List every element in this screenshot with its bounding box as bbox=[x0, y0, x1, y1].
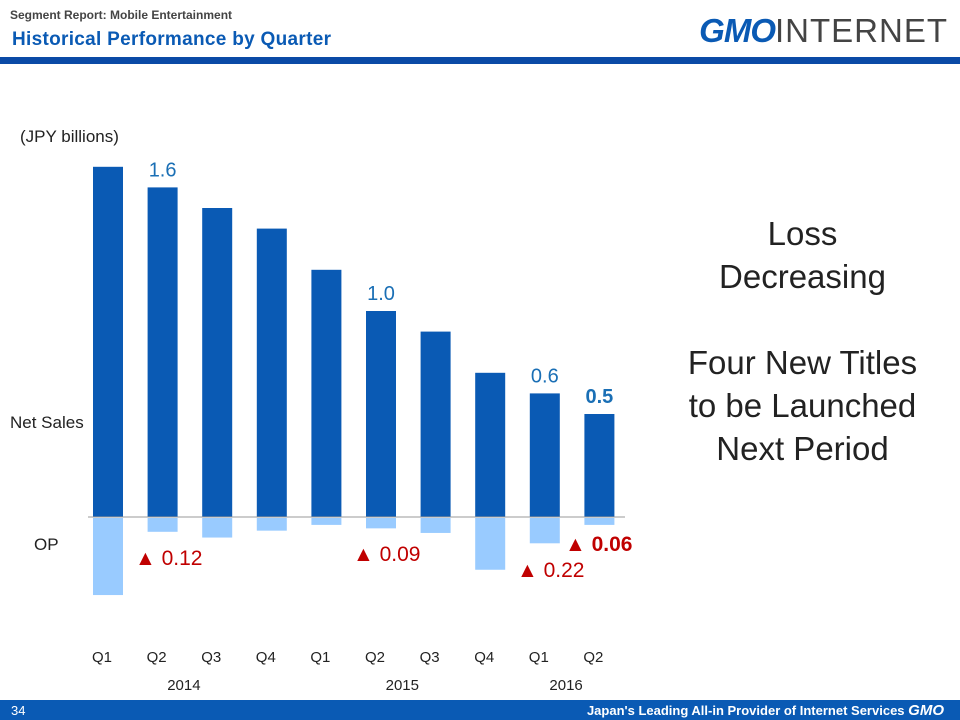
chart: (JPY billions) Net Sales OP Q1 1.6 ▲ 0.12 Q2 Q3… bbox=[10, 127, 633, 694]
message-loss: Loss Decreasing bbox=[719, 215, 886, 295]
message-new-titles: Four New Titles to be Launched Next Period bbox=[687, 344, 918, 467]
year-label: 2016 bbox=[549, 677, 582, 694]
footer-tagline: Japan's Leading All-in Provider of Inter… bbox=[586, 702, 944, 719]
year-label: 2014 bbox=[167, 677, 200, 694]
x-tick-label: Q1 bbox=[529, 649, 549, 666]
op-bar bbox=[202, 518, 233, 538]
x-tick-label: Q3 bbox=[201, 649, 221, 666]
legend-op: OP bbox=[34, 535, 59, 554]
report-subtitle: Segment Report: Mobile Entertainment bbox=[10, 8, 233, 22]
op-bar bbox=[256, 518, 287, 531]
net-sales-bar bbox=[529, 393, 560, 517]
op-bar bbox=[475, 518, 506, 570]
op-bar bbox=[93, 518, 123, 596]
year-label: 2015 bbox=[386, 677, 419, 694]
footer: 34 Japan's Leading All-in Provider of In… bbox=[0, 700, 960, 720]
net-sales-label: 0.5 bbox=[585, 386, 613, 408]
net-sales-bar bbox=[366, 311, 396, 517]
net-sales-bar bbox=[256, 228, 287, 517]
x-tick-label: Q2 bbox=[365, 649, 385, 666]
net-sales-label: 1.0 bbox=[367, 283, 395, 305]
net-sales-bar bbox=[420, 331, 451, 517]
page-number: 34 bbox=[11, 703, 26, 718]
op-bar bbox=[420, 518, 451, 533]
net-sales-bar bbox=[584, 414, 615, 517]
page-title: Historical Performance by Quarter bbox=[12, 29, 332, 50]
op-label: ▲ 0.06 bbox=[565, 533, 633, 556]
net-sales-label: 0.6 bbox=[531, 365, 559, 387]
net-sales-bar bbox=[202, 208, 233, 517]
op-bar bbox=[529, 518, 560, 544]
net-sales-label: 1.6 bbox=[149, 159, 177, 181]
op-label: ▲ 0.12 bbox=[135, 547, 203, 570]
x-tick-label: Q1 bbox=[92, 649, 112, 666]
x-tick-label: Q1 bbox=[310, 649, 330, 666]
net-sales-bar bbox=[147, 187, 178, 517]
net-sales-bar bbox=[475, 372, 506, 517]
op-bar bbox=[147, 518, 178, 532]
op-label: ▲ 0.22 bbox=[517, 559, 585, 582]
op-bar bbox=[311, 518, 342, 525]
gmo-logo: GMOINTERNET bbox=[699, 12, 948, 49]
net-sales-bar bbox=[311, 269, 342, 517]
unit-label: (JPY billions) bbox=[20, 127, 119, 146]
op-bar bbox=[366, 518, 396, 529]
op-bar bbox=[584, 518, 615, 525]
x-tick-label: Q4 bbox=[256, 649, 276, 666]
x-tick-label: Q3 bbox=[420, 649, 440, 666]
x-tick-label: Q2 bbox=[147, 649, 167, 666]
header-divider bbox=[0, 57, 960, 64]
legend-net-sales: Net Sales bbox=[10, 413, 84, 432]
x-tick-label: Q2 bbox=[583, 649, 603, 666]
op-label: ▲ 0.09 bbox=[353, 543, 421, 566]
net-sales-bar bbox=[93, 166, 123, 518]
x-tick-label: Q4 bbox=[474, 649, 494, 666]
